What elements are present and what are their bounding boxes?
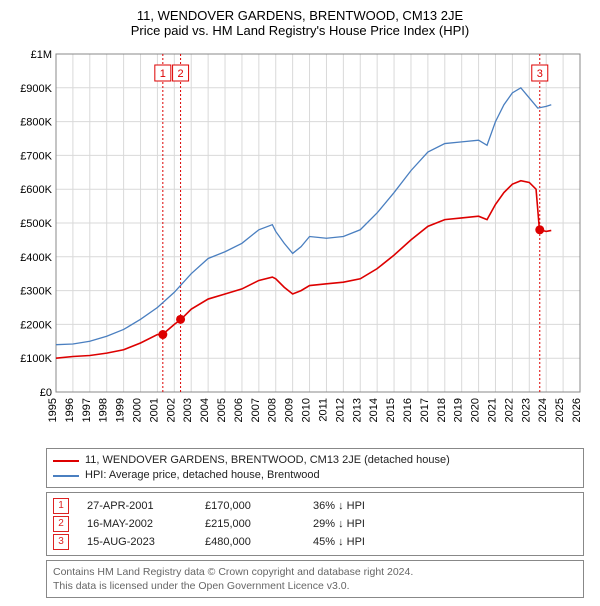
svg-text:£0: £0 xyxy=(40,387,52,399)
svg-text:2002: 2002 xyxy=(165,398,177,422)
svg-text:1999: 1999 xyxy=(115,398,127,422)
svg-text:1996: 1996 xyxy=(64,398,76,422)
svg-text:2012: 2012 xyxy=(334,398,346,422)
svg-text:£800K: £800K xyxy=(20,117,52,129)
price-chart: £0 £100K £200K £300K £400K £500K £600K £700K £80… xyxy=(8,44,590,444)
svg-text:£1M: £1M xyxy=(31,49,52,61)
sale-marker xyxy=(176,315,185,324)
sales-table: 1 27-APR-2001 £170,000 36% ↓ HPI 2 16-MAY-200… xyxy=(46,492,584,556)
svg-text:2000: 2000 xyxy=(132,398,144,422)
svg-text:2008: 2008 xyxy=(267,398,279,422)
sale-price: £480,000 xyxy=(205,533,295,551)
svg-text:£400K: £400K xyxy=(20,252,52,264)
footer-line-2: This data is licensed under the Open Gov… xyxy=(53,579,577,593)
svg-text:3: 3 xyxy=(537,68,543,80)
sale-date: 16-MAY-2002 xyxy=(87,515,187,533)
sale-diff: 36% ↓ HPI xyxy=(313,497,365,515)
svg-text:2001: 2001 xyxy=(148,398,160,422)
svg-text:1997: 1997 xyxy=(81,398,93,422)
sale-num-badge: 3 xyxy=(53,534,69,550)
svg-text:£500K: £500K xyxy=(20,218,52,230)
legend-item: 11, WENDOVER GARDENS, BRENTWOOD, CM13 2J… xyxy=(53,453,577,468)
series-property xyxy=(56,181,551,358)
svg-text:2015: 2015 xyxy=(385,398,397,422)
sale-price: £215,000 xyxy=(205,515,295,533)
svg-text:2013: 2013 xyxy=(351,398,363,422)
svg-text:2004: 2004 xyxy=(199,398,211,422)
svg-text:2005: 2005 xyxy=(216,398,228,422)
svg-text:2017: 2017 xyxy=(419,398,431,422)
legend-item: HPI: Average price, detached house, Bren… xyxy=(53,468,577,483)
legend: 11, WENDOVER GARDENS, BRENTWOOD, CM13 2J… xyxy=(46,448,584,488)
legend-label: 11, WENDOVER GARDENS, BRENTWOOD, CM13 2J… xyxy=(85,453,450,468)
svg-text:£900K: £900K xyxy=(20,83,52,95)
svg-text:£600K: £600K xyxy=(20,184,52,196)
sale-diff: 29% ↓ HPI xyxy=(313,515,365,533)
svg-text:2: 2 xyxy=(178,68,184,80)
svg-text:2025: 2025 xyxy=(554,398,566,422)
svg-text:2024: 2024 xyxy=(537,398,549,422)
svg-text:£300K: £300K xyxy=(20,286,52,298)
chart-title-2: Price paid vs. HM Land Registry's House … xyxy=(8,23,592,38)
svg-text:2018: 2018 xyxy=(436,398,448,422)
svg-text:2021: 2021 xyxy=(486,398,498,422)
svg-text:2019: 2019 xyxy=(453,398,465,422)
svg-text:2020: 2020 xyxy=(470,398,482,422)
svg-text:2003: 2003 xyxy=(182,398,194,422)
svg-text:2006: 2006 xyxy=(233,398,245,422)
sale-diff: 45% ↓ HPI xyxy=(313,533,365,551)
sale-marker xyxy=(158,330,167,339)
legend-swatch xyxy=(53,460,79,462)
svg-text:£200K: £200K xyxy=(20,319,52,331)
svg-text:2010: 2010 xyxy=(301,398,313,422)
sale-marker xyxy=(535,225,544,234)
svg-text:2016: 2016 xyxy=(402,398,414,422)
chart-title-1: 11, WENDOVER GARDENS, BRENTWOOD, CM13 2J… xyxy=(8,8,592,23)
svg-text:2011: 2011 xyxy=(317,398,329,422)
legend-swatch xyxy=(53,475,79,477)
svg-text:1: 1 xyxy=(160,68,166,80)
svg-text:£700K: £700K xyxy=(20,150,52,162)
svg-text:2014: 2014 xyxy=(368,398,380,422)
sale-row: 1 27-APR-2001 £170,000 36% ↓ HPI xyxy=(53,497,577,515)
sale-date: 15-AUG-2023 xyxy=(87,533,187,551)
footer-line-1: Contains HM Land Registry data © Crown c… xyxy=(53,565,577,579)
attribution: Contains HM Land Registry data © Crown c… xyxy=(46,560,584,598)
sale-num-badge: 1 xyxy=(53,498,69,514)
sale-row: 3 15-AUG-2023 £480,000 45% ↓ HPI xyxy=(53,533,577,551)
sale-price: £170,000 xyxy=(205,497,295,515)
sale-date: 27-APR-2001 xyxy=(87,497,187,515)
svg-text:2023: 2023 xyxy=(520,398,532,422)
svg-text:2022: 2022 xyxy=(503,398,515,422)
svg-text:2009: 2009 xyxy=(284,398,296,422)
svg-text:£100K: £100K xyxy=(20,353,52,365)
sale-num-badge: 2 xyxy=(53,516,69,532)
legend-label: HPI: Average price, detached house, Bren… xyxy=(85,468,320,483)
svg-text:2026: 2026 xyxy=(571,398,583,422)
svg-text:1998: 1998 xyxy=(98,398,110,422)
svg-text:2007: 2007 xyxy=(250,398,262,422)
sale-row: 2 16-MAY-2002 £215,000 29% ↓ HPI xyxy=(53,515,577,533)
svg-text:1995: 1995 xyxy=(47,398,59,422)
